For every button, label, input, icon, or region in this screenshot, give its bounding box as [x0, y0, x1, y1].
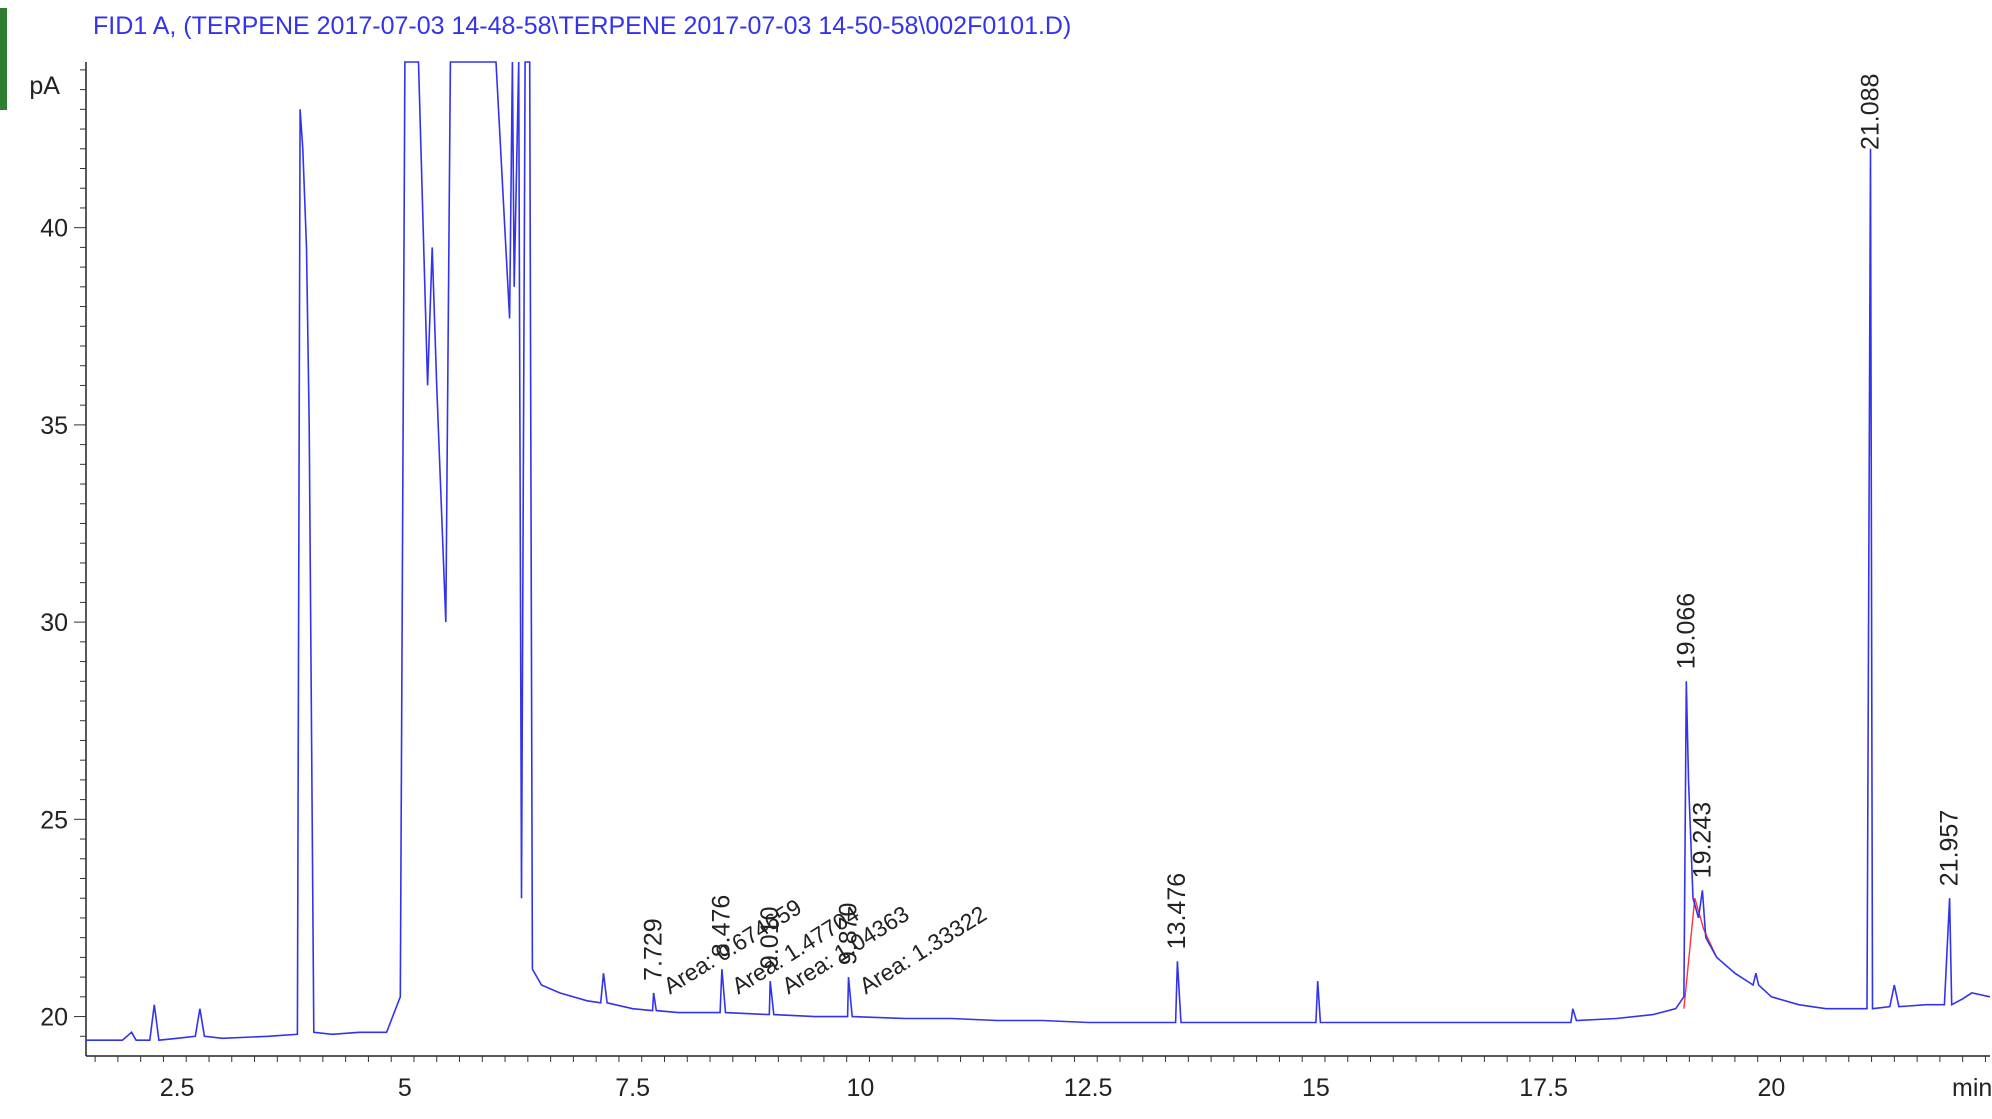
window-accent-bar	[0, 8, 7, 110]
signal-series-line	[86, 61, 1990, 1042]
peak-retention-label: 9.870	[835, 903, 863, 966]
x-axis-unit-label: min	[1952, 1074, 1992, 1102]
y-tick-label: 35	[40, 412, 68, 440]
chart-title: FID1 A, (TERPENE 2017-07-03 14-48-58\TER…	[93, 12, 1072, 40]
x-tick-label: 20	[1757, 1074, 1785, 1102]
peak-retention-label: 21.957	[1936, 810, 1964, 886]
y-tick-label: 20	[40, 1004, 68, 1032]
peak-retention-label: 13.476	[1163, 873, 1191, 949]
axes-group: 20 25 30 35 40 2.5 5 7.5 10 12.5 15 17.5 20 pA min	[29, 62, 1992, 1102]
peak-retention-label: 19.066	[1672, 593, 1700, 669]
peak-retention-label: 7.729	[639, 918, 667, 981]
x-tick-label: 15	[1302, 1074, 1330, 1102]
x-tick-label: 10	[846, 1074, 874, 1102]
y-tick-label: 40	[40, 215, 68, 243]
signal-trace	[86, 61, 1990, 1042]
integration-baseline-line	[1683, 898, 1718, 1009]
y-axis-unit-label: pA	[29, 72, 60, 100]
integration-baselines	[1683, 898, 1718, 1009]
x-tick-label: 2.5	[160, 1074, 195, 1102]
x-tick-label: 7.5	[615, 1074, 650, 1102]
x-tick-label: 5	[398, 1074, 412, 1102]
y-tick-label: 30	[40, 609, 68, 637]
peak-retention-label: 21.088	[1856, 74, 1884, 150]
peak-retention-label: 9.010	[756, 906, 784, 969]
x-tick-label: 12.5	[1064, 1074, 1113, 1102]
peak-retention-label: 8.476	[708, 895, 736, 958]
y-tick-label: 25	[40, 806, 68, 834]
peak-retention-label: 19.243	[1688, 802, 1716, 878]
x-tick-label: 17.5	[1519, 1074, 1568, 1102]
peak-labels: 7.729 8.476 9.010 9.870 13.476 19.066 19.243 21…	[639, 74, 1963, 981]
